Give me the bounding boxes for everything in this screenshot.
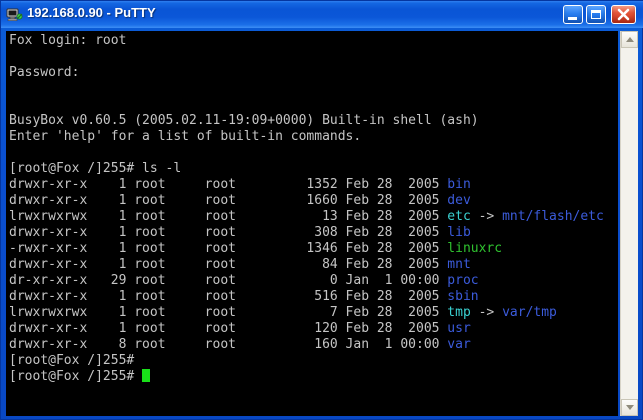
terminal-line: drwxr-xr-x 1 root root 516 Feb 28 2005 s… [9,289,604,305]
terminal-span-dir: mnt/flash/etc [502,209,604,224]
terminal-span-dir: bin [447,177,471,192]
maximize-icon [591,10,601,19]
terminal-line: drwxr-xr-x 1 root root 308 Feb 28 2005 l… [9,225,604,241]
terminal-span-dir: sbin [447,289,479,304]
scroll-up-arrow-icon [626,37,634,42]
window-title: 192.168.0.90 - PuTTY [27,5,156,20]
close-button[interactable] [611,5,636,24]
terminal-line [9,145,604,161]
terminal-text: Fox login: root Password: BusyBox v0.60.… [9,33,604,385]
terminal-span-dir: proc [447,273,479,288]
terminal-span-white: Fox login: root [9,33,127,48]
terminal-span-white: drwxr-xr-x 1 root root 308 Feb 28 2005 [9,225,448,240]
terminal-span-white: -rwxr-xr-x 1 root root 1346 Feb 28 2005 [9,241,448,256]
terminal-scrollbar[interactable] [620,31,638,416]
minimize-icon [568,17,577,20]
terminal-span-white: BusyBox v0.60.5 (2005.02.11-19:09+0000) … [9,113,479,128]
terminal-line [9,49,604,65]
scroll-down-button[interactable] [621,399,638,416]
terminal-span-link: etc [447,209,471,224]
terminal-line [9,81,604,97]
minimize-button[interactable] [563,5,583,24]
maximize-button[interactable] [586,5,606,24]
close-icon [612,6,635,23]
terminal-line [9,97,604,113]
terminal-span-white: Enter 'help' for a list of built-in comm… [9,129,362,144]
terminal-span-white: drwxr-xr-x 8 root root 160 Jan 1 00:00 [9,337,448,352]
scroll-down-arrow-icon [626,405,634,410]
terminal-span-dir: var/tmp [502,305,557,320]
terminal-span-white: [root@Fox /]255# [9,353,135,368]
terminal-line: Password: [9,65,604,81]
terminal-line: BusyBox v0.60.5 (2005.02.11-19:09+0000) … [9,113,604,129]
terminal-span-white: lrwxrwxrwx 1 root root 13 Feb 28 2005 [9,209,448,224]
terminal-span-dir: dev [447,193,471,208]
terminal-line: lrwxrwxrwx 1 root root 13 Feb 28 2005 et… [9,209,604,225]
terminal-line: [root@Fox /]255# [9,369,604,385]
putty-terminal-icon [6,6,24,24]
terminal-line: dr-xr-xr-x 29 root root 0 Jan 1 00:00 pr… [9,273,604,289]
terminal-line: lrwxrwxrwx 1 root root 7 Feb 28 2005 tmp… [9,305,604,321]
scroll-up-button[interactable] [621,31,638,48]
terminal-span-white: -> [470,305,503,320]
terminal-span-white: drwxr-xr-x 1 root root 1352 Feb 28 2005 [9,177,448,192]
terminal-span-dir: var [447,337,471,352]
terminal-span-white: -> [470,209,503,224]
terminal-line: drwxr-xr-x 8 root root 160 Jan 1 00:00 v… [9,337,604,353]
terminal-line: [root@Fox /]255# [9,353,604,369]
terminal-span-dir: lib [447,225,471,240]
title-bar[interactable]: 192.168.0.90 - PuTTY [1,1,643,28]
terminal-line: -rwxr-xr-x 1 root root 1346 Feb 28 2005 … [9,241,604,257]
terminal-line: drwxr-xr-x 1 root root 84 Feb 28 2005 mn… [9,257,604,273]
terminal-span-white: drwxr-xr-x 1 root root 1660 Feb 28 2005 [9,193,448,208]
terminal-span-exec: linuxrc [447,241,503,256]
terminal-line: drwxr-xr-x 1 root root 1660 Feb 28 2005 … [9,193,604,209]
terminal-span-white: lrwxrwxrwx 1 root root 7 Feb 28 2005 [9,305,448,320]
terminal-span-white: drwxr-xr-x 1 root root 120 Feb 28 2005 [9,321,448,336]
terminal-line: drwxr-xr-x 1 root root 1352 Feb 28 2005 … [9,177,604,193]
terminal-line: [root@Fox /]255# ls -l [9,161,604,177]
terminal-span-white: [root@Fox /]255# [9,369,143,384]
terminal-span-white: drwxr-xr-x 1 root root 84 Feb 28 2005 [9,257,448,272]
terminal-span-white: Password: [9,65,80,80]
terminal-line: Fox login: root [9,33,604,49]
terminal-span-dir: usr [447,321,471,336]
terminal-span-white: drwxr-xr-x 1 root root 516 Feb 28 2005 [9,289,448,304]
terminal-screen[interactable]: Fox login: root Password: BusyBox v0.60.… [6,31,618,416]
terminal-cursor [142,369,151,382]
terminal-span-dir: mnt [447,257,471,272]
terminal-line: Enter 'help' for a list of built-in comm… [9,129,604,145]
terminal-span-link: tmp [447,305,471,320]
terminal-line: drwxr-xr-x 1 root root 120 Feb 28 2005 u… [9,321,604,337]
terminal-span-white: [root@Fox /]255# ls -l [9,161,182,176]
terminal-span-white: dr-xr-xr-x 29 root root 0 Jan 1 00:00 [9,273,448,288]
